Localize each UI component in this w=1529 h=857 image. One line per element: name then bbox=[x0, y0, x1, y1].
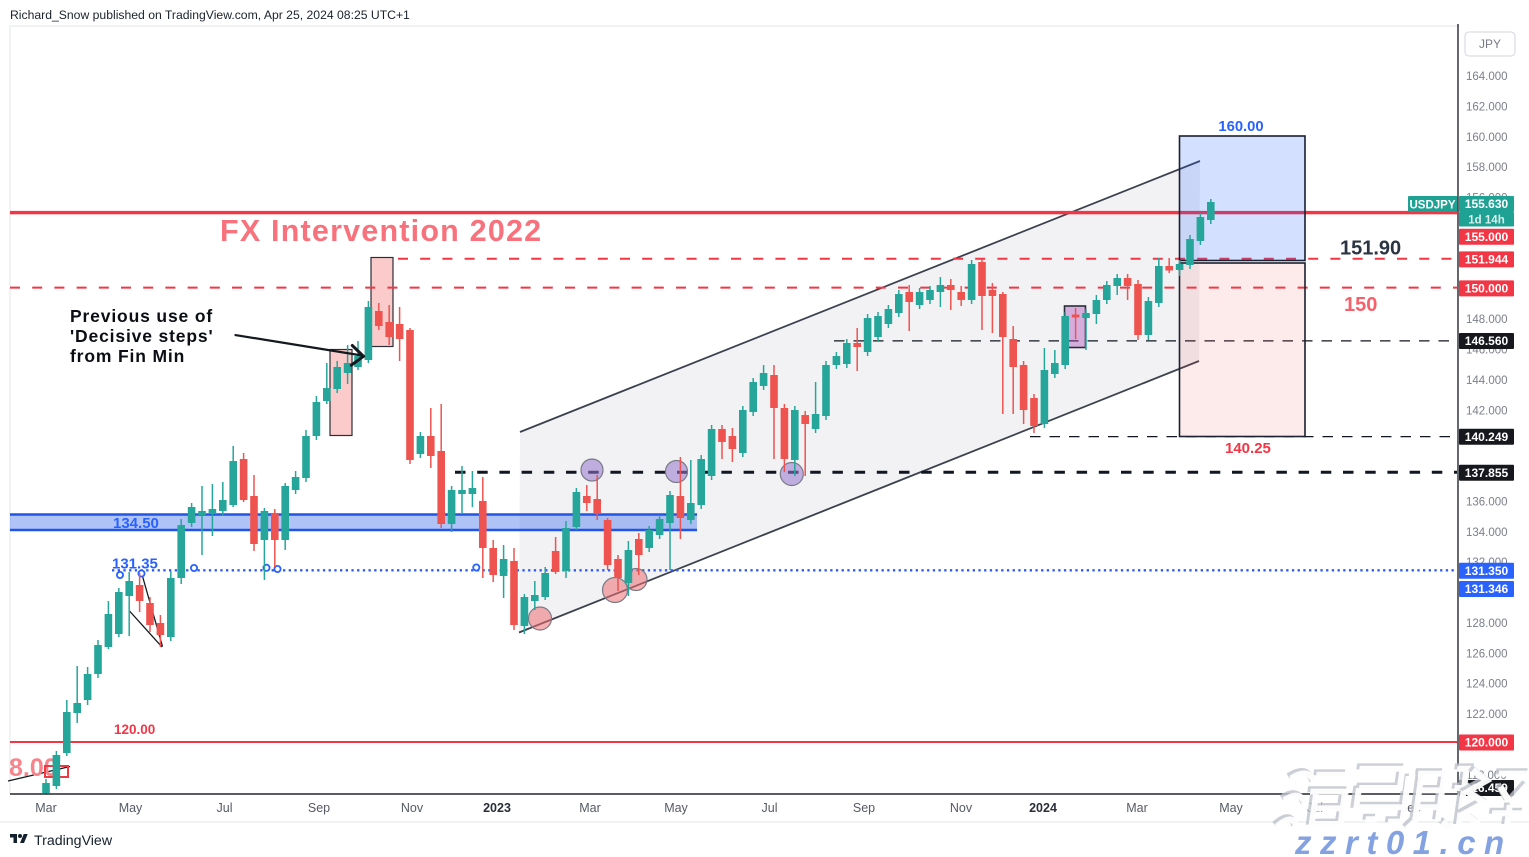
svg-text:128.000: 128.000 bbox=[1466, 618, 1508, 630]
svg-text:146.560: 146.560 bbox=[1465, 334, 1509, 348]
svg-text:134.000: 134.000 bbox=[1466, 527, 1508, 539]
svg-text:150: 150 bbox=[1344, 294, 1377, 316]
svg-text:122.000: 122.000 bbox=[1466, 709, 1508, 721]
svg-text:USDJPY: USDJPY bbox=[1409, 199, 1455, 211]
svg-text:136.000: 136.000 bbox=[1466, 496, 1508, 508]
svg-text:'Decisive steps': 'Decisive steps' bbox=[70, 326, 214, 346]
svg-text:160.00: 160.00 bbox=[1218, 119, 1263, 135]
svg-text:124.000: 124.000 bbox=[1466, 679, 1508, 691]
svg-text:151.944: 151.944 bbox=[1465, 253, 1509, 267]
svg-text:137.855: 137.855 bbox=[1465, 466, 1509, 480]
svg-text:134.50: 134.50 bbox=[113, 515, 159, 532]
svg-text:131.346: 131.346 bbox=[1465, 582, 1509, 596]
svg-text:142.000: 142.000 bbox=[1466, 405, 1508, 417]
svg-text:126.000: 126.000 bbox=[1466, 648, 1508, 660]
svg-text:148.000: 148.000 bbox=[1466, 314, 1508, 326]
svg-text:2023: 2023 bbox=[483, 801, 511, 815]
svg-text:140.249: 140.249 bbox=[1465, 430, 1509, 444]
svg-text:1d 14h: 1d 14h bbox=[1468, 214, 1504, 226]
svg-text:131.350: 131.350 bbox=[1465, 564, 1509, 578]
svg-text:2024: 2024 bbox=[1029, 801, 1057, 815]
svg-text:zzrt01.cn: zzrt01.cn bbox=[1294, 824, 1513, 857]
svg-text:Mar: Mar bbox=[579, 801, 601, 815]
svg-text:160.000: 160.000 bbox=[1466, 132, 1508, 144]
svg-text:151.90: 151.90 bbox=[1340, 238, 1401, 260]
svg-text:140.25: 140.25 bbox=[1225, 440, 1271, 457]
svg-text:Nov: Nov bbox=[950, 801, 973, 815]
svg-text:Mar: Mar bbox=[35, 801, 57, 815]
svg-text:Mar: Mar bbox=[1126, 801, 1148, 815]
svg-text:155.630: 155.630 bbox=[1465, 197, 1509, 211]
svg-text:Nov: Nov bbox=[401, 801, 424, 815]
svg-text:158.000: 158.000 bbox=[1466, 162, 1508, 174]
svg-text:120.000: 120.000 bbox=[1465, 736, 1509, 750]
svg-text:164.000: 164.000 bbox=[1466, 71, 1508, 83]
svg-text:FX Intervention 2022: FX Intervention 2022 bbox=[220, 214, 542, 248]
svg-text:150.000: 150.000 bbox=[1465, 282, 1509, 296]
svg-text:120.00: 120.00 bbox=[114, 722, 155, 737]
svg-text:Previous use of: Previous use of bbox=[70, 306, 213, 326]
svg-text:JPY: JPY bbox=[1479, 37, 1501, 51]
svg-text:TradingView: TradingView bbox=[34, 833, 113, 849]
svg-text:144.000: 144.000 bbox=[1466, 375, 1508, 387]
svg-text:Richard_Snow published on Trad: Richard_Snow published on TradingView.co… bbox=[10, 8, 410, 22]
svg-text:May: May bbox=[119, 801, 143, 815]
svg-text:from Fin Min: from Fin Min bbox=[70, 346, 185, 366]
svg-text:Jul: Jul bbox=[762, 801, 778, 815]
svg-text:May: May bbox=[1219, 801, 1243, 815]
svg-text:162.000: 162.000 bbox=[1466, 102, 1508, 114]
svg-text:Sep: Sep bbox=[308, 801, 330, 815]
svg-text:131.35: 131.35 bbox=[112, 556, 158, 573]
svg-text:Sep: Sep bbox=[853, 801, 875, 815]
svg-text:Jul: Jul bbox=[217, 801, 233, 815]
svg-text:155.000: 155.000 bbox=[1465, 230, 1509, 244]
svg-text:May: May bbox=[664, 801, 688, 815]
